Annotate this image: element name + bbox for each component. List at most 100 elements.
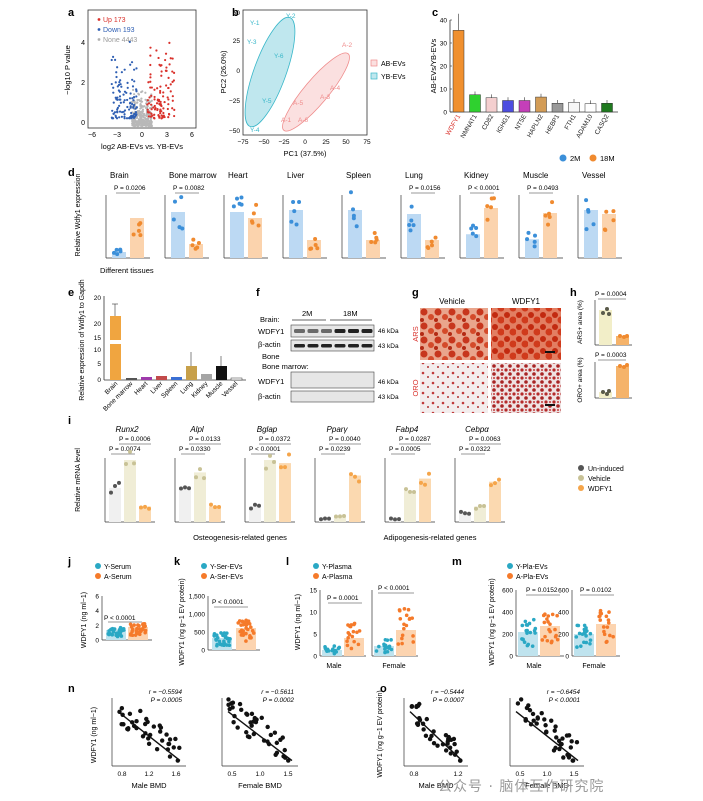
scatter-point	[526, 703, 531, 708]
svg-text:25: 25	[322, 139, 330, 146]
volcano-point-none	[138, 111, 142, 114]
volcano-point-down	[132, 99, 135, 102]
panels-j-to-m: j Y-Serum A-Serum 0 2 4 6 P < 0.0001 WDFY1 (ng m…	[67, 556, 620, 670]
svg-text:18M: 18M	[343, 309, 358, 318]
sample-dot	[524, 623, 529, 627]
sample-dot	[244, 639, 248, 643]
dot-2m	[180, 226, 185, 231]
sample-dot	[398, 616, 403, 621]
dot-2m	[407, 222, 412, 227]
svg-text:Y-2: Y-2	[286, 13, 296, 20]
sample-dot	[402, 607, 407, 611]
scatter-point	[173, 736, 178, 742]
dot-18m	[488, 205, 493, 210]
scatter-point	[560, 736, 565, 741]
bar-hapln2	[535, 96, 547, 113]
scatter-point	[167, 737, 173, 742]
scatter-point	[252, 715, 257, 721]
mrna-dot	[319, 517, 323, 522]
svg-text:A-Plasma: A-Plasma	[322, 574, 352, 581]
volcano-point-up	[171, 70, 174, 73]
sample-dot	[108, 632, 112, 636]
tick-label: Vessel	[221, 380, 240, 399]
volcano-point-up	[149, 63, 152, 67]
svg-text:15: 15	[94, 335, 102, 342]
sample-dot	[546, 620, 550, 624]
tick-label: 200	[502, 632, 513, 639]
svg-text:10: 10	[94, 347, 102, 354]
volcano-point-down	[118, 104, 121, 107]
mrna-dot	[419, 480, 423, 485]
mrna-dot	[404, 487, 408, 492]
dot-18m	[543, 213, 548, 218]
dot-18m	[611, 209, 616, 214]
sample-dot	[588, 641, 592, 646]
ab-point-labels: A-2 A-4 A-3 A-5 A-1 A-6	[281, 42, 353, 124]
scatter-point	[125, 726, 130, 732]
sample-dot	[540, 638, 545, 642]
svg-text:Female BMD: Female BMD	[238, 781, 282, 790]
sample-dot	[579, 644, 583, 648]
volcano-point-up	[149, 54, 152, 57]
band-wdfy1-brain	[334, 329, 346, 333]
volcano-point-up	[169, 57, 172, 60]
bar-2m	[112, 252, 126, 258]
scatter-point	[421, 727, 426, 732]
sample-dot	[345, 639, 349, 644]
scatter-point	[554, 735, 559, 740]
sample-dot	[355, 630, 359, 635]
volcano-point-down	[129, 63, 132, 66]
volcano-point-none	[133, 93, 136, 96]
bar-2m	[348, 210, 362, 258]
svg-text:β-actin: β-actin	[258, 340, 281, 349]
volcano-point-up	[168, 63, 171, 66]
sample-dot	[584, 634, 588, 638]
p-value: P = 0.0330	[179, 446, 211, 453]
dot-18m	[429, 243, 434, 248]
panel-k-label: k	[174, 556, 181, 568]
volcano-point-none	[138, 123, 141, 126]
svg-text:P < 0.0001: P < 0.0001	[549, 697, 581, 704]
sample-dot	[522, 640, 527, 645]
legend-young	[201, 563, 207, 569]
volcano-point-none	[137, 92, 140, 95]
volcano-point-up	[149, 76, 152, 79]
volcano-point-up	[161, 95, 165, 98]
volcano-point-down	[122, 101, 125, 104]
dot-18m	[485, 204, 490, 209]
sample-dot	[545, 638, 550, 643]
scatter-point	[231, 720, 236, 725]
volcano-point-none	[139, 102, 142, 106]
volcano-point-up	[153, 104, 156, 108]
svg-text:Y-1: Y-1	[250, 20, 260, 27]
p-value: P = 0.0287	[399, 436, 431, 443]
svg-text:ARS: ARS	[411, 326, 420, 341]
volcano-point-none	[149, 121, 152, 124]
volcano-point-none	[131, 88, 135, 92]
mrna-dot	[209, 502, 213, 507]
volcano-point-down	[119, 79, 122, 82]
bar-fth1	[568, 102, 580, 113]
mrna-dot	[327, 516, 331, 521]
volcano-point-down	[120, 71, 123, 74]
mrna-dot	[179, 486, 183, 491]
sample-dot	[114, 632, 119, 637]
volcano-point-none	[149, 119, 152, 122]
scatter-point	[557, 746, 562, 752]
dot-2m	[586, 207, 591, 212]
dot-2m	[297, 199, 302, 204]
volcano-point-up	[155, 102, 159, 105]
sample-dot	[331, 647, 335, 651]
bar-adam10	[584, 103, 597, 113]
svg-text:25: 25	[233, 38, 241, 45]
svg-text:WDFY1 (ng g−1 EV protein): WDFY1 (ng g−1 EV protein)	[377, 690, 384, 777]
panel-c-ylabel: AB-EVs/YB-EVs	[429, 38, 438, 93]
tick-label: 0	[443, 110, 447, 117]
sample-dot	[222, 639, 226, 644]
volcano-point-down	[131, 85, 135, 88]
svg-text:A-Ser-EVs: A-Ser-EVs	[210, 574, 244, 581]
tick-label: 40	[440, 18, 448, 25]
dot-2m	[112, 250, 117, 255]
volcano-point-up	[160, 70, 163, 73]
